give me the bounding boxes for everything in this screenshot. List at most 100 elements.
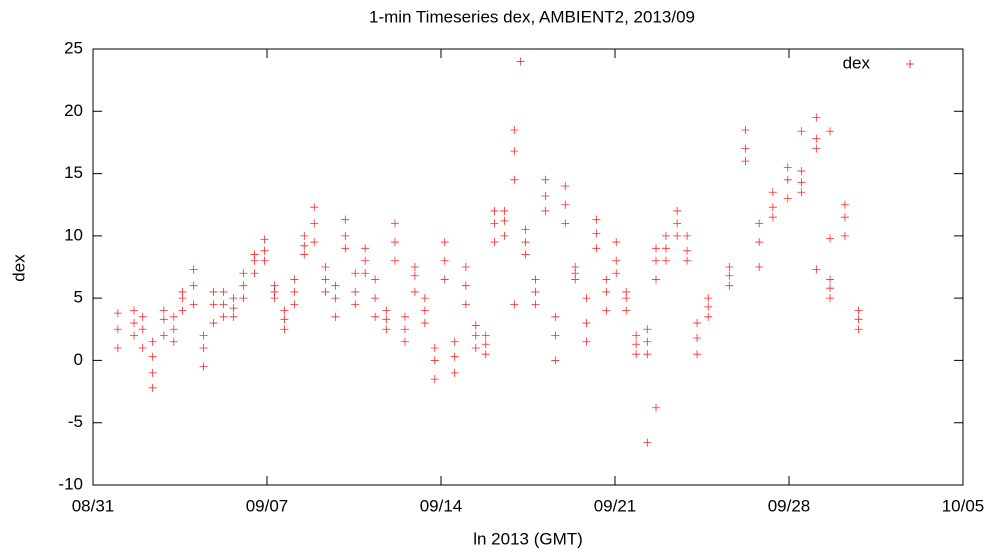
data-point (592, 229, 601, 238)
data-point (783, 194, 792, 203)
data-point (430, 356, 439, 365)
data-point (602, 275, 611, 284)
data-point (725, 281, 734, 290)
data-point (531, 287, 540, 296)
data-point (169, 337, 178, 346)
data-point (510, 147, 519, 156)
data-point (826, 234, 835, 243)
data-point (632, 350, 641, 359)
data-point (683, 246, 692, 255)
data-point (410, 263, 419, 271)
data-point (643, 325, 652, 334)
data-point (612, 256, 621, 265)
data-point (510, 300, 519, 309)
x-tick-label: 09/28 (768, 496, 811, 515)
data-point (783, 175, 792, 184)
data-point (826, 127, 835, 136)
data-point (400, 312, 409, 321)
data-point (741, 144, 750, 153)
data-point (643, 350, 652, 359)
data-point (510, 125, 519, 134)
data-point (571, 263, 580, 271)
data-point (130, 319, 139, 328)
data-point (561, 200, 570, 209)
x-tick-label: 10/05 (942, 496, 985, 515)
data-point (541, 206, 550, 215)
data-point (490, 238, 499, 247)
data-point (113, 343, 122, 352)
data-point (310, 219, 319, 228)
data-point (450, 337, 459, 346)
data-point (331, 281, 340, 290)
data-point (130, 306, 139, 315)
data-point (420, 306, 429, 315)
data-point (500, 206, 509, 215)
data-point (382, 306, 391, 315)
data-point (239, 269, 248, 278)
data-point (471, 343, 480, 352)
data-point (673, 206, 682, 215)
data-point (768, 188, 777, 197)
data-point (440, 238, 449, 247)
data-point (652, 403, 661, 412)
data-point (270, 281, 279, 290)
data-point (178, 306, 187, 315)
data-point (300, 241, 309, 250)
data-point (310, 203, 319, 212)
data-point (812, 134, 821, 143)
data-point (159, 315, 168, 324)
data-point (169, 312, 178, 321)
data-point (826, 275, 835, 284)
data-point (521, 250, 530, 259)
data-point (331, 294, 340, 303)
data-point (400, 325, 409, 334)
y-axis-label: dex (9, 254, 28, 282)
data-point (471, 331, 480, 340)
data-point (440, 275, 449, 284)
data-point (683, 256, 692, 265)
data-point (704, 302, 713, 311)
data-point (239, 281, 248, 290)
data-point (551, 331, 560, 340)
data-point (840, 213, 849, 222)
data-point (148, 352, 157, 361)
data-point (420, 319, 429, 328)
data-point (148, 337, 157, 346)
data-point (500, 216, 509, 225)
data-point (652, 244, 661, 253)
data-point (490, 219, 499, 228)
data-point (854, 325, 863, 334)
data-point (382, 315, 391, 324)
data-point (643, 438, 652, 447)
data-point (840, 200, 849, 209)
data-point (321, 275, 330, 284)
data-point (783, 163, 792, 172)
data-point (797, 167, 806, 176)
data-point (290, 287, 299, 296)
data-point (693, 350, 702, 359)
y-tick-label: -5 (68, 412, 83, 431)
data-point (854, 306, 863, 315)
data-point (430, 343, 439, 352)
data-point (159, 306, 168, 315)
data-point (450, 368, 459, 377)
data-point (481, 340, 490, 349)
data-point (321, 263, 330, 271)
data-point (592, 244, 601, 253)
data-point (391, 256, 400, 265)
data-point (661, 244, 670, 253)
data-point (189, 281, 198, 290)
data-point (854, 315, 863, 324)
data-point (351, 269, 360, 278)
data-point (704, 312, 713, 321)
data-point (260, 256, 269, 265)
data-point (661, 256, 670, 265)
data-point (391, 238, 400, 247)
data-point (219, 300, 228, 309)
data-point (361, 269, 370, 278)
data-point (652, 275, 661, 284)
data-point (755, 238, 764, 247)
data-point (683, 231, 692, 240)
x-tick-label: 09/14 (420, 496, 463, 515)
x-tick-label: 08/31 (72, 496, 115, 515)
